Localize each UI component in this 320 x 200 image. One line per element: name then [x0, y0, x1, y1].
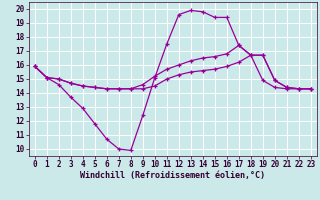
X-axis label: Windchill (Refroidissement éolien,°C): Windchill (Refroidissement éolien,°C): [80, 171, 265, 180]
